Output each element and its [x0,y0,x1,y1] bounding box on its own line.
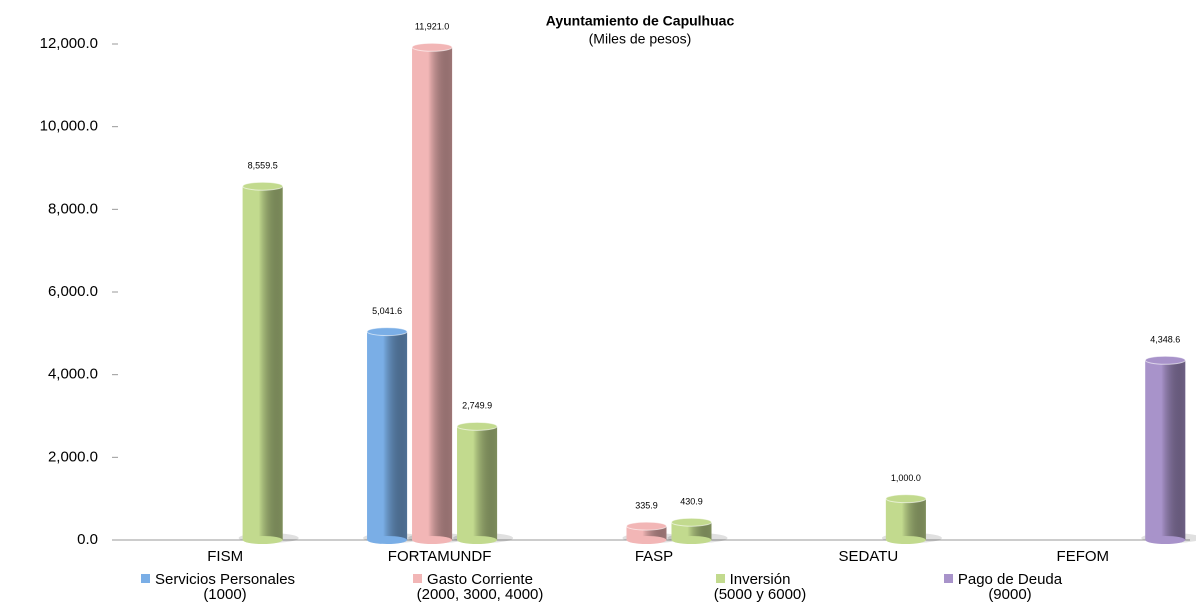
bar-top [671,517,712,527]
data-label: 1,000.0 [891,473,921,483]
legend-label: Gasto Corriente (2000, 3000, 4000) [413,571,543,603]
bar-top [456,421,498,431]
x-tick-label: SEDATU [839,548,899,565]
bar-bottom [242,536,283,544]
bar-shade [671,522,712,540]
bar-shade [1145,360,1186,540]
legend-swatch [140,574,150,583]
bar-top [1144,355,1186,365]
legend-swatch [943,574,953,583]
data-label: 335.9 [635,500,658,510]
data-label: 11,921.0 [415,22,449,32]
legend-label: Inversión (5000 y 6000) [713,571,807,603]
bar-bottom [457,536,498,544]
y-tick-label: 10,000.0 [40,118,98,135]
y-tick-label: 12,000.0 [40,35,98,52]
y-tick-label: 0.0 [77,531,98,548]
bar-top [242,181,284,191]
chart-subtitle: (Miles de pesos) [589,31,692,47]
chart-title: Ayuntamiento de Capulhuac [546,13,735,29]
x-tick-label: FORTAMUNDF [388,548,492,565]
bar-top [626,521,667,531]
bar-bottom [626,536,667,544]
data-label: 5,041.6 [372,306,402,316]
legend: Servicios Personales (1000) Gasto Corrien… [0,572,1196,606]
bar-bottom [885,536,926,544]
bar-shade [412,47,453,541]
bar-shade [457,426,498,540]
legend-item: Gasto Corriente (2000, 3000, 4000) [380,572,580,602]
bar-top [411,42,453,52]
bar-shade [367,331,408,540]
bar-bottom [412,536,453,544]
data-label: 4,348.6 [1150,335,1180,345]
bar-bottom [671,536,712,544]
bar-top [366,327,408,337]
y-tick-label: 4,000.0 [48,366,98,383]
legend-item: Pago de Deuda (9000) [910,572,1110,602]
data-label: 430.9 [680,497,703,507]
legend-label: Pago de Deuda (9000) [943,571,1062,603]
legend-item: Inversión (5000 y 6000) [660,572,860,602]
legend-item: Servicios Personales (1000) [125,572,325,602]
bar-bottom [1145,536,1186,544]
y-tick-label: 8,000.0 [48,200,98,217]
y-tick-label: 2,000.0 [48,448,98,465]
x-tick-label: FEFOM [1057,548,1110,565]
chart: Ayuntamiento de Capulhuac (Miles de peso… [40,13,1196,565]
x-tick-label: FASP [635,548,673,565]
legend-swatch [413,574,423,583]
x-tick-label: FISM [207,548,243,565]
data-label: 8,559.5 [248,161,278,171]
bar-top [885,494,927,504]
bar-shade [885,498,926,540]
bar-shade [242,186,283,540]
data-label: 2,749.9 [462,401,492,411]
legend-label: Servicios Personales (1000) [140,571,295,603]
y-tick-label: 6,000.0 [48,283,98,300]
bar-bottom [367,536,408,544]
legend-swatch [715,574,725,583]
